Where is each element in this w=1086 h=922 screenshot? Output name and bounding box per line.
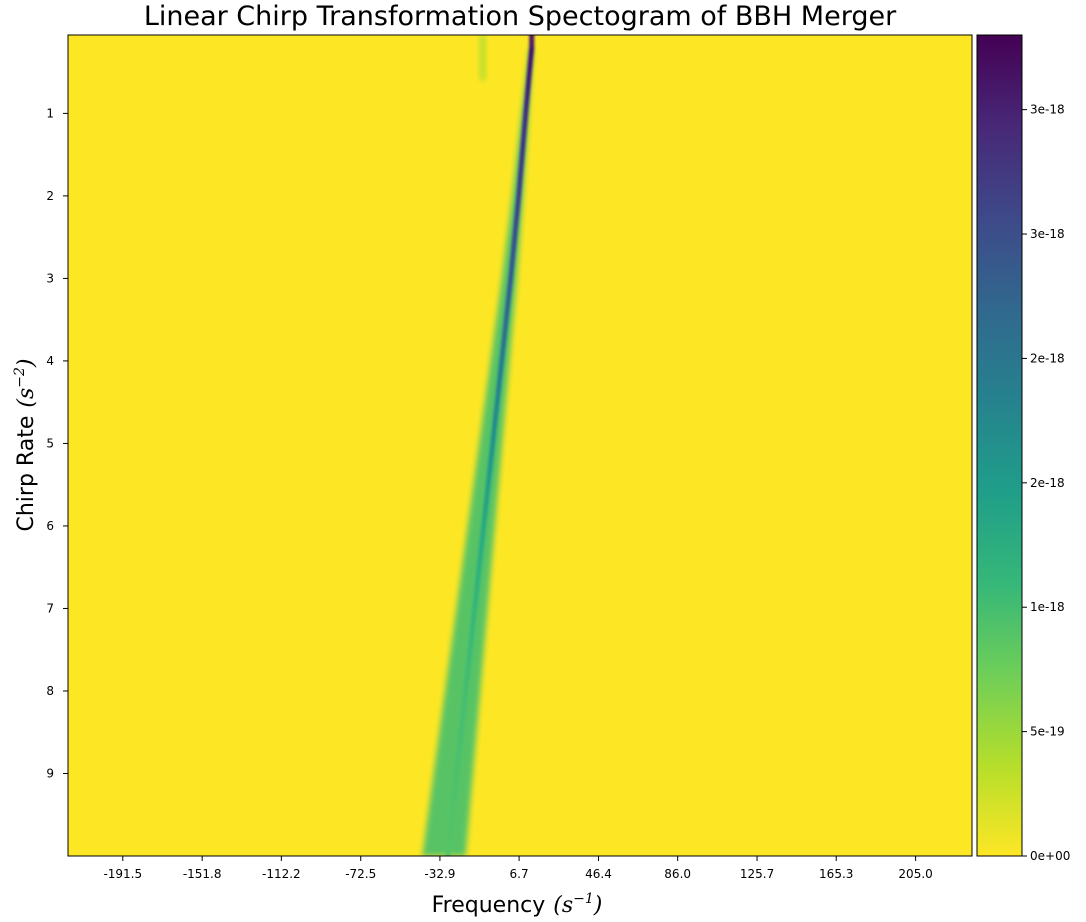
heatmap-layer <box>422 35 535 856</box>
x-tick-label: -151.8 <box>183 867 222 881</box>
y-tick-label: 4 <box>46 354 54 368</box>
secondary-streak <box>479 35 486 81</box>
colorbar <box>977 35 1022 856</box>
y-tick-label: 1 <box>46 106 54 120</box>
colorbar-tick-label: 3e-18 <box>1030 103 1065 117</box>
y-tick-label: 2 <box>46 189 54 203</box>
colorbar-frame <box>976 34 1023 857</box>
chirp-ridge-core <box>446 47 533 856</box>
colorbar-tick-label: 5e-19 <box>1030 725 1065 739</box>
colorbar-tick-label: 0e+00 <box>1030 849 1070 863</box>
y-tick-label: 9 <box>46 766 54 780</box>
colorbar-tick-label: 3e-18 <box>1030 227 1065 241</box>
chart-title: Linear Chirp Transformation Spectogram o… <box>143 1 897 32</box>
y-tick-label: 7 <box>46 601 54 615</box>
x-tick-label: -191.5 <box>103 867 142 881</box>
x-tick-label: -112.2 <box>262 867 301 881</box>
y-axis-label: Chirp Rate(s−2) <box>12 359 39 532</box>
x-axis-ticks: -191.5 -151.8 -112.2 -72.5 -32.9 6.7 46.4 86.0 1… <box>103 856 933 881</box>
colorbar-tick-label: 2e-18 <box>1030 476 1065 490</box>
colorbar-tick-label: 2e-18 <box>1030 351 1065 365</box>
x-tick-label: 86.0 <box>664 867 691 881</box>
x-tick-label: 46.4 <box>585 867 612 881</box>
y-tick-label: 5 <box>46 436 54 450</box>
x-tick-label: 165.3 <box>819 867 853 881</box>
y-axis-ticks: 1 2 3 4 5 6 7 8 9 <box>46 106 68 780</box>
x-tick-label: 125.7 <box>740 867 774 881</box>
y-tick-label: 8 <box>46 684 54 698</box>
x-tick-label: -32.9 <box>424 867 455 881</box>
x-tick-label: 205.0 <box>898 867 932 881</box>
x-axis-label: Frequency (s−1) <box>432 891 603 918</box>
plot-frame <box>67 34 973 857</box>
colorbar-ticks: 0e+00 5e-19 1e-18 2e-18 2e-18 3e-18 3e-18 <box>1022 103 1070 863</box>
x-tick-label: 6.7 <box>510 867 529 881</box>
y-tick-label: 6 <box>46 519 54 533</box>
y-tick-label: 3 <box>46 271 54 285</box>
x-tick-label: -72.5 <box>345 867 376 881</box>
colorbar-tick-label: 1e-18 <box>1030 600 1065 614</box>
